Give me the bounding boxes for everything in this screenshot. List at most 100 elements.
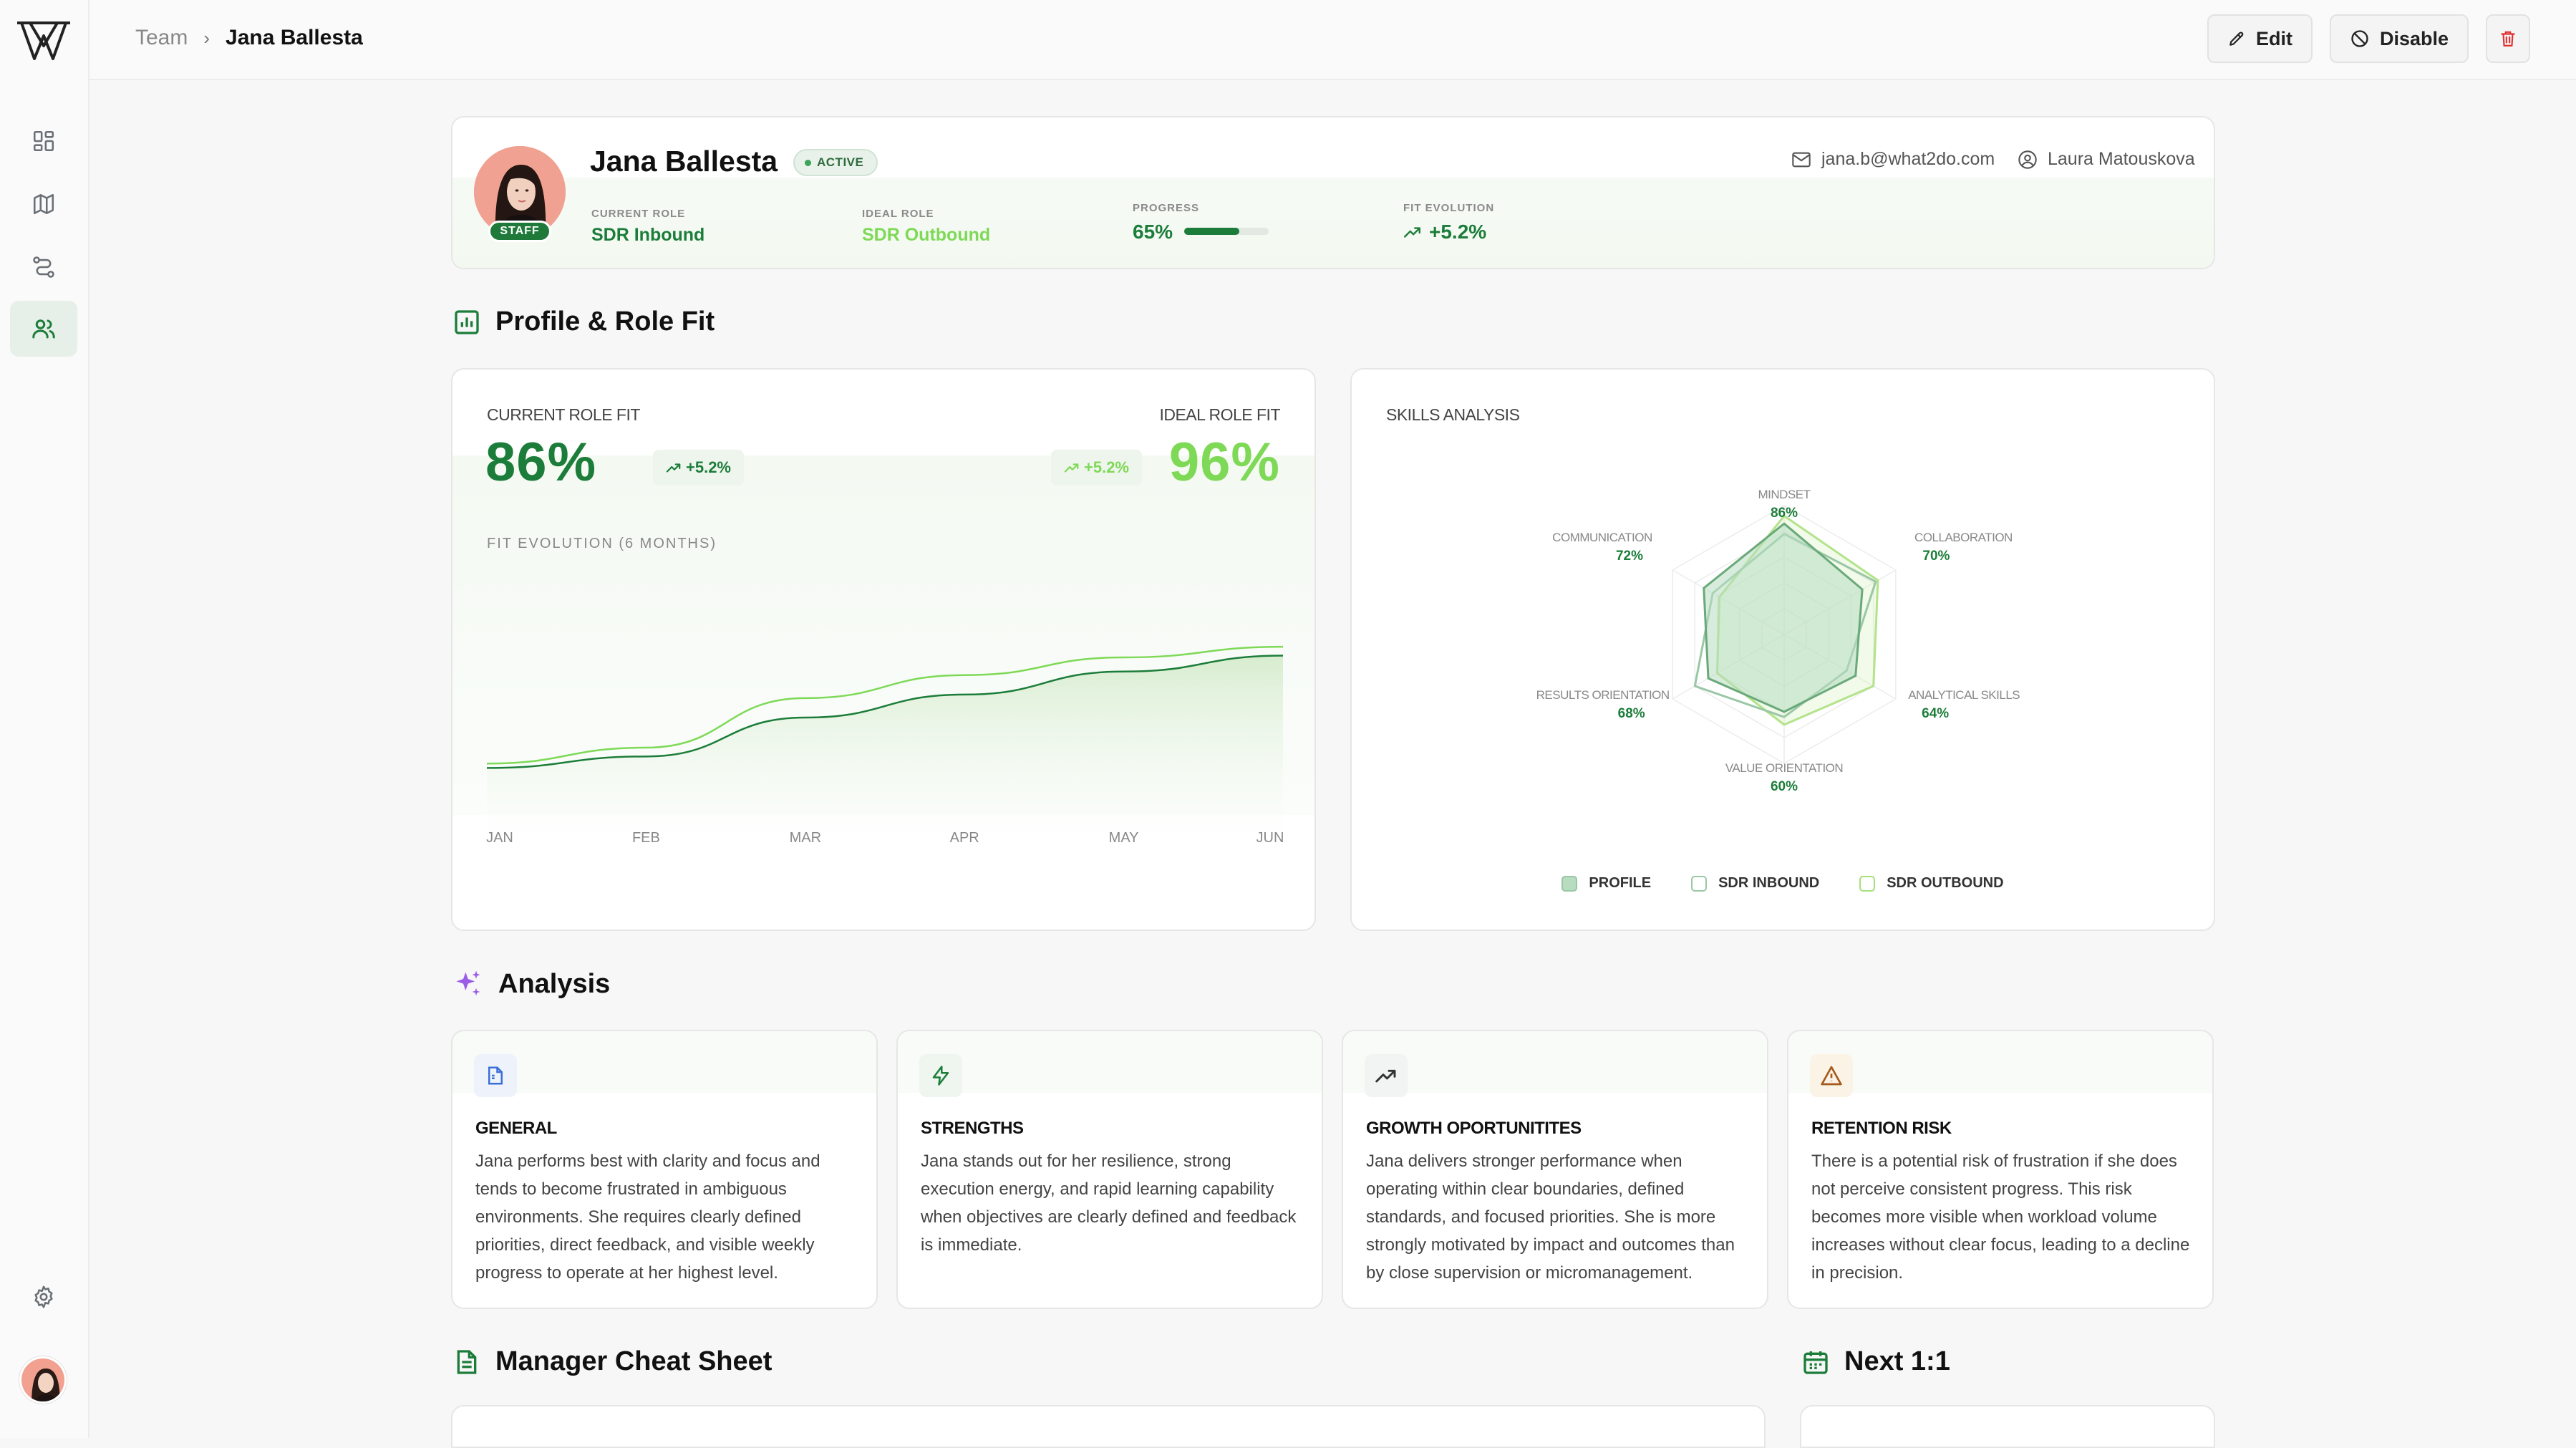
analysis-card-growth: GROWTH OPORTUNITITES Jana delivers stron… [1342, 1030, 1768, 1309]
profile-manager[interactable]: Laura Matouskova [2018, 149, 2195, 170]
fit-chart-title: FIT EVOLUTION (6 MONTHS) [487, 536, 717, 551]
fit-series-line [486, 645, 1284, 765]
analysis-title: GROWTH OPORTUNITITES [1366, 1119, 1582, 1138]
legend-swatch [1691, 875, 1708, 892]
fit-area [487, 655, 1283, 864]
analysis-card-general: GENERAL Jana performs best with clarity … [451, 1030, 878, 1309]
bolt-icon [919, 1054, 962, 1097]
section-analysis: Analysis [452, 968, 610, 1000]
x-tick-label: FEB [632, 830, 660, 846]
legend-swatch [1859, 875, 1876, 892]
current-role-fit-value: 86% [485, 432, 597, 493]
map-icon [32, 192, 56, 216]
edit-button[interactable]: Edit [2207, 14, 2313, 63]
radar-value-label: 72% [1616, 549, 1643, 564]
legend-label: PROFILE [1589, 875, 1652, 891]
dashboard-icon [32, 129, 56, 153]
section-cheat-sheet-title: Manager Cheat Sheet [495, 1346, 773, 1376]
avatar[interactable] [19, 1356, 67, 1404]
analysis-title: GENERAL [475, 1119, 557, 1138]
analysis-body: Jana delivers stronger performance when … [1366, 1152, 1735, 1283]
ideal-role-fit-value: 96% [1168, 432, 1280, 493]
legend-item[interactable]: SDR INBOUND [1691, 875, 1819, 892]
trend-up-icon [1064, 461, 1080, 474]
warning-icon [1810, 1054, 1853, 1097]
status-dot-icon [805, 159, 811, 166]
analysis-card-strengths: STRENGTHS Jana stands out for her resili… [896, 1030, 1323, 1309]
radar-legend: PROFILE SDR INBOUND SDR OUTBOUND [1352, 875, 2214, 892]
sidebar-item-dashboard[interactable] [10, 113, 77, 169]
x-tick-label: JAN [486, 830, 513, 846]
radar-value-label: 68% [1618, 706, 1645, 721]
section-profile-fit: Profile & Role Fit [452, 307, 715, 337]
legend-item[interactable]: PROFILE [1561, 875, 1651, 892]
fit-evolution-label: FIT EVOLUTION [1403, 202, 1495, 214]
current-role-fit-label: CURRENT ROLE FIT [487, 405, 640, 424]
status-badge: ACTIVE [793, 149, 878, 176]
ideal-role-label: IDEAL ROLE [862, 208, 934, 220]
profile-name: Jana Ballesta [590, 145, 778, 178]
skills-title: SKILLS ANALYSIS [1386, 405, 1520, 424]
gear-icon [32, 1285, 56, 1309]
breadcrumb: Team › Jana Ballesta [135, 26, 363, 50]
sidebar-item-map[interactable] [10, 176, 77, 232]
toolbar: Edit Disable [2207, 14, 2530, 63]
bar-chart-icon [452, 308, 481, 337]
analysis-card-retention: RETENTION RISK There is a potential risk… [1787, 1030, 2214, 1309]
logo[interactable] [16, 20, 72, 62]
fit-series-line [486, 655, 1284, 769]
profile-email-text: jana.b@what2do.com [1821, 149, 1995, 169]
skills-radar-chart: MINDSET 86% COLLABORATION 70% ANALYTICAL SKI… [1536, 488, 2020, 794]
profile-card: STAFF Jana Ballesta ACTIVE CURRENT ROLE … [451, 116, 2215, 269]
document-icon [474, 1054, 517, 1097]
radar-value-label: 86% [1771, 506, 1798, 521]
breadcrumb-team-link[interactable]: Team [135, 26, 188, 49]
ideal-fit-delta-text: +5.2% [1084, 458, 1129, 476]
breadcrumb-separator: › [203, 26, 210, 49]
profile-manager-text: Laura Matouskova [2048, 149, 2195, 169]
progress-label: PROGRESS [1133, 202, 1200, 214]
radar-axis-label: COMMUNICATION [1552, 531, 1652, 544]
delete-button[interactable] [2486, 14, 2530, 63]
radar-axis-label: MINDSET [1758, 488, 1811, 501]
sparkles-icon [452, 968, 484, 1000]
section-cheat-sheet: Manager Cheat Sheet [452, 1346, 772, 1377]
radar-axis-label: VALUE ORIENTATION [1725, 761, 1843, 775]
fit-evolution-value: +5.2% [1403, 221, 1486, 243]
fit-evolution-chart: JAN FEB MAR APR MAY JUN [486, 645, 1284, 864]
sidebar-item-team[interactable] [10, 301, 77, 357]
radar-value-label: 64% [1922, 706, 1949, 721]
disable-button[interactable]: Disable [2329, 14, 2469, 63]
analysis-title: RETENTION RISK [1811, 1119, 1952, 1138]
flow-icon [32, 255, 56, 279]
ideal-role-fit-label: IDEAL ROLE FIT [1159, 405, 1280, 424]
radar-axis-label: COLLABORATION [1914, 531, 2013, 544]
radar-axis-label: RESULTS ORIENTATION [1536, 688, 1670, 702]
trend-up-icon [666, 461, 682, 474]
mail-icon [1791, 151, 1811, 168]
section-analysis-title: Analysis [498, 968, 611, 999]
trend-up-icon [1403, 225, 1422, 239]
x-tick-label: MAR [790, 830, 821, 846]
document-icon [452, 1348, 481, 1376]
section-next-meeting-title: Next 1:1 [1844, 1346, 1950, 1376]
analysis-body: There is a potential risk of frustration… [1811, 1152, 2190, 1283]
current-fit-delta-text: +5.2% [686, 458, 731, 476]
analysis-body: Jana performs best with clarity and focu… [475, 1152, 820, 1283]
progress-value: 65% [1133, 221, 1173, 243]
radar-value-label: 60% [1771, 779, 1798, 794]
legend-item[interactable]: SDR OUTBOUND [1859, 875, 2004, 892]
current-fit-delta: +5.2% [653, 450, 744, 486]
sidebar-item-settings[interactable] [10, 1269, 77, 1325]
pencil-icon [2227, 29, 2246, 48]
sidebar [0, 0, 89, 1438]
trend-up-icon [1365, 1054, 1408, 1097]
progress-bar [1184, 228, 1269, 235]
cheat-sheet-card [451, 1405, 1766, 1448]
calendar-icon [1801, 1348, 1830, 1376]
radar-series-profile [1703, 522, 1864, 713]
sidebar-item-flow[interactable] [10, 239, 77, 295]
profile-email[interactable]: jana.b@what2do.com [1791, 149, 1995, 170]
x-tick-label: MAY [1109, 830, 1139, 846]
section-next-meeting: Next 1:1 [1801, 1346, 1950, 1377]
